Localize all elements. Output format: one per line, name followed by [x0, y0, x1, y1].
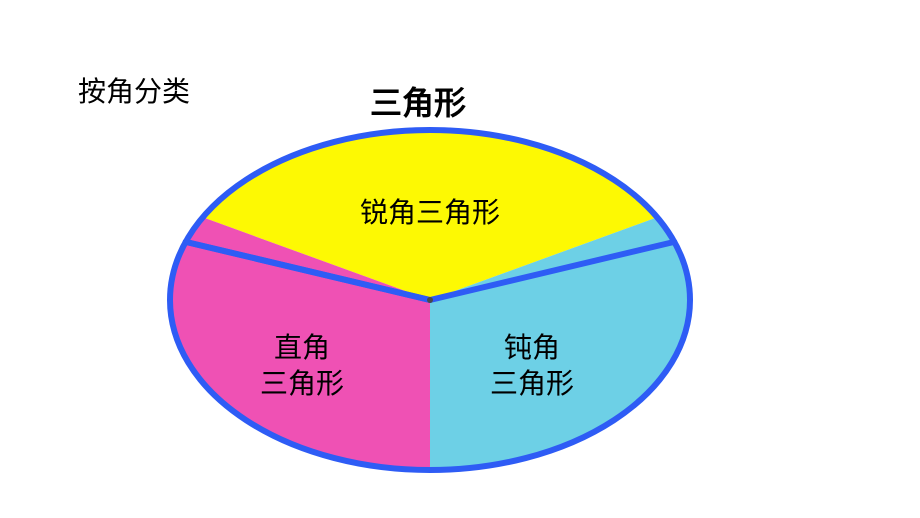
label-obtuse: 钝角 三角形 [490, 330, 574, 403]
diagram-stage: 按角分类 三角形 锐角三角形 直角 三角形 钝角 三角形 [0, 0, 920, 518]
label-right: 直角 三角形 [260, 330, 344, 403]
segment-acute [0, 0, 920, 300]
segments-group [0, 0, 920, 518]
center-marker [427, 297, 433, 303]
label-acute: 锐角三角形 [360, 195, 500, 231]
triangle-classification-chart [0, 0, 920, 518]
